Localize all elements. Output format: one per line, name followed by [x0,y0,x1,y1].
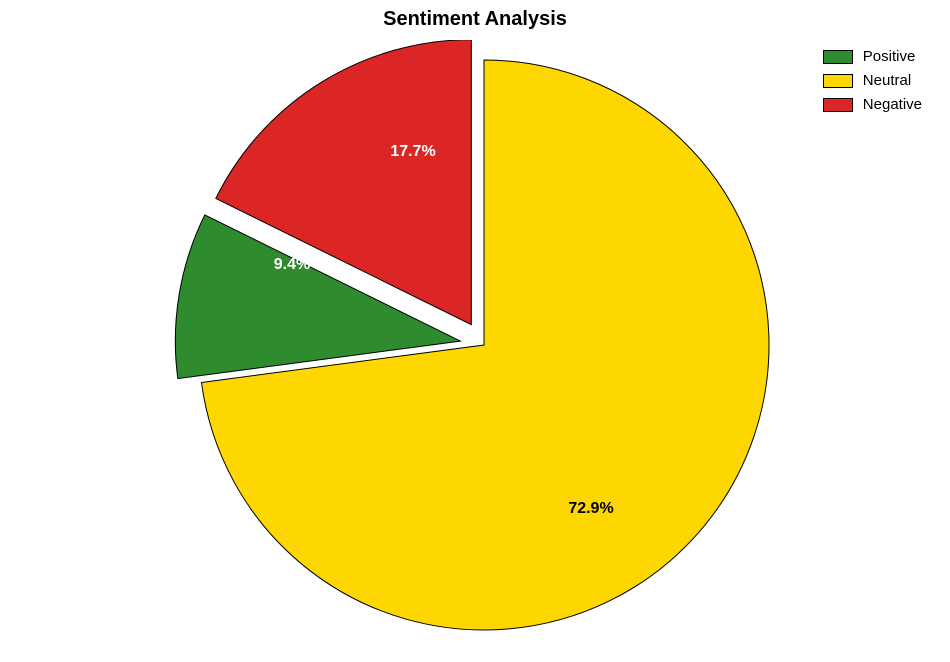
legend-label: Neutral [863,72,911,89]
legend-swatch-neutral [823,74,853,88]
legend-swatch-positive [823,50,853,64]
legend-label: Negative [863,96,922,113]
pie-chart-container [0,40,950,662]
slice-label-negative: 17.7% [390,143,435,161]
legend-item-positive: Positive [823,48,922,65]
legend-swatch-negative [823,98,853,112]
legend-item-negative: Negative [823,96,922,113]
slice-label-neutral: 72.9% [568,500,613,518]
legend-label: Positive [863,48,916,65]
chart-title: Sentiment Analysis [0,8,950,31]
legend-item-neutral: Neutral [823,72,922,89]
slice-label-positive: 9.4% [274,256,310,274]
pie-chart-svg [0,40,950,662]
legend: Positive Neutral Negative [823,48,922,120]
